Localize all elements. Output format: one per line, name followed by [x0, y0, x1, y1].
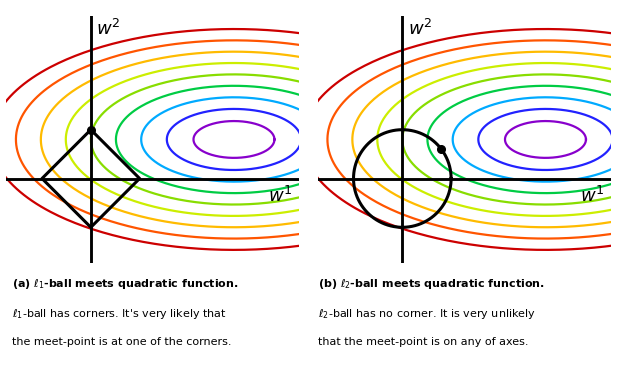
Text: $\ell_1$-ball has corners. It's very likely that: $\ell_1$-ball has corners. It's very lik… — [12, 307, 227, 321]
Text: $w^1$: $w^1$ — [579, 186, 604, 206]
Text: (a) $\ell_1$-ball meets quadratic function.: (a) $\ell_1$-ball meets quadratic functi… — [12, 277, 239, 291]
Text: (b) $\ell_2$-ball meets quadratic function.: (b) $\ell_2$-ball meets quadratic functi… — [318, 277, 545, 291]
Text: the meet-point is at one of the corners.: the meet-point is at one of the corners. — [12, 337, 232, 347]
Text: that the meet-point is on any of axes.: that the meet-point is on any of axes. — [318, 337, 528, 347]
Text: $w^2$: $w^2$ — [96, 19, 120, 39]
Text: $w^2$: $w^2$ — [407, 19, 432, 39]
Text: $\ell_2$-ball has no corner. It is very unlikely: $\ell_2$-ball has no corner. It is very … — [318, 307, 536, 321]
Text: $w^1$: $w^1$ — [268, 186, 293, 206]
